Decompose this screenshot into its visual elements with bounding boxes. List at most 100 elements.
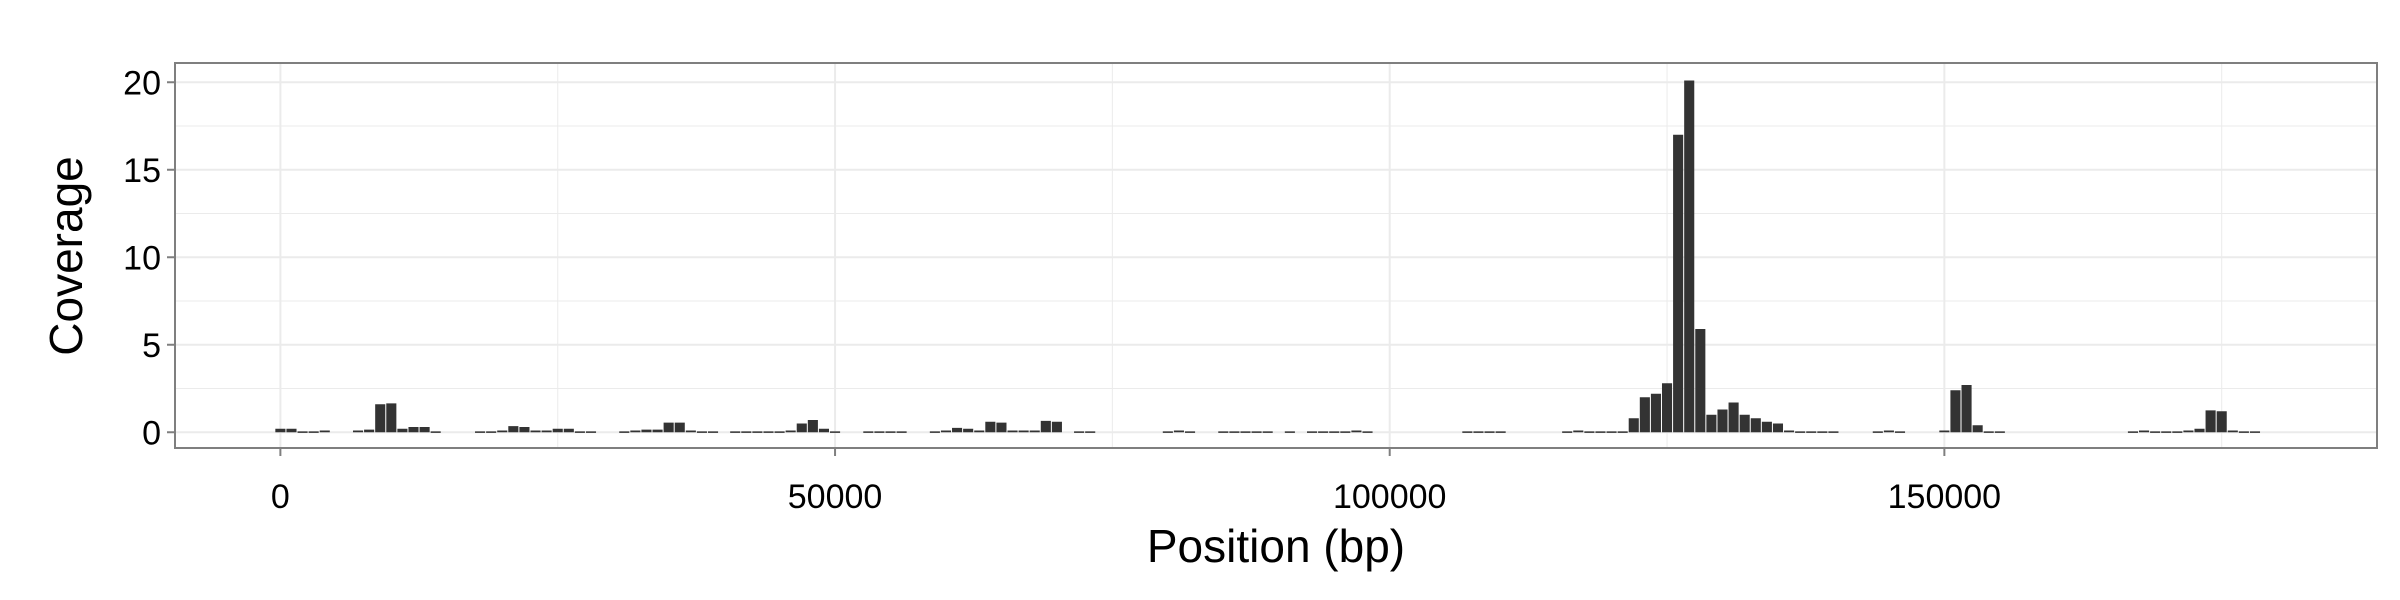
- coverage-bar: [1961, 385, 1972, 433]
- coverage-bar: [1595, 431, 1606, 433]
- coverage-bar: [1484, 431, 1495, 433]
- coverage-bar: [952, 427, 963, 433]
- coverage-bar: [807, 420, 818, 433]
- coverage-bar: [1284, 431, 1295, 433]
- coverage-bar: [1661, 383, 1673, 433]
- coverage-bar: [1029, 430, 1040, 433]
- coverage-bar: [685, 430, 696, 433]
- coverage-bar: [352, 430, 364, 433]
- coverage-bar: [730, 431, 741, 433]
- coverage-bar: [1495, 431, 1506, 433]
- coverage-bar: [1639, 397, 1650, 433]
- coverage-bar: [475, 431, 486, 433]
- y-tick-label: 15: [123, 152, 161, 190]
- coverage-bar: [1617, 431, 1628, 433]
- coverage-bar: [696, 431, 707, 433]
- coverage-bar: [641, 429, 652, 433]
- coverage-bar: [1650, 393, 1661, 433]
- coverage-bar: [818, 428, 829, 433]
- coverage-bar: [752, 431, 763, 433]
- coverage-bar: [1307, 431, 1318, 433]
- coverage-bar: [652, 429, 663, 433]
- coverage-bar: [397, 428, 408, 433]
- coverage-bar: [286, 428, 297, 433]
- coverage-bar: [419, 427, 430, 433]
- coverage-bar: [319, 430, 330, 433]
- coverage-bar: [1262, 431, 1273, 433]
- coverage-bar: [552, 428, 563, 433]
- coverage-bar: [1329, 431, 1340, 433]
- coverage-bar: [985, 421, 996, 433]
- coverage-bar: [940, 430, 952, 433]
- coverage-bar: [430, 431, 441, 433]
- coverage-bar: [1584, 431, 1595, 433]
- coverage-bar: [2172, 431, 2183, 433]
- coverage-bar: [1351, 430, 1362, 433]
- coverage-bar: [1340, 431, 1351, 433]
- coverage-bar: [1040, 420, 1051, 433]
- coverage-bar: [1628, 418, 1639, 433]
- coverage-bar: [1085, 431, 1096, 433]
- coverage-bar: [2127, 431, 2138, 433]
- bars: [275, 80, 2261, 433]
- coverage-bar: [1972, 425, 1983, 433]
- coverage-bar: [874, 431, 885, 433]
- coverage-bar: [1750, 418, 1761, 433]
- coverage-bar: [974, 430, 985, 433]
- coverage-bar: [2227, 430, 2238, 433]
- coverage-bar: [1939, 430, 1950, 433]
- coverage-bar: [796, 423, 807, 433]
- panel-border: [174, 62, 2378, 449]
- coverage-bar: [1806, 431, 1817, 433]
- coverage-bar: [1473, 431, 1484, 433]
- coverage-bar: [1673, 134, 1684, 433]
- coverage-bar: [1606, 431, 1617, 433]
- coverage-bar: [2205, 410, 2216, 433]
- coverage-bar: [1229, 431, 1240, 433]
- coverage-bar: [885, 431, 896, 433]
- coverage-bar: [1872, 431, 1883, 433]
- y-axis-title: Coverage: [40, 156, 92, 355]
- coverage-bar: [1695, 329, 1706, 433]
- coverage-bar: [530, 430, 541, 433]
- coverage-bar: [619, 431, 630, 433]
- coverage-bar: [1462, 431, 1473, 433]
- coverage-bar: [829, 431, 841, 433]
- coverage-bar: [963, 428, 974, 433]
- coverage-bar: [563, 428, 574, 433]
- y-tick-label: 0: [142, 414, 161, 452]
- coverage-bar: [2216, 411, 2227, 433]
- x-tick-label: 0: [271, 478, 290, 516]
- coverage-bar: [1706, 414, 1717, 433]
- coverage-bar: [519, 427, 530, 433]
- coverage-bar: [996, 422, 1007, 433]
- coverage-bar: [2138, 430, 2150, 433]
- coverage-bar: [497, 430, 508, 433]
- coverage-bar: [763, 431, 774, 433]
- coverage-bar: [1717, 409, 1728, 433]
- coverage-bar: [308, 431, 319, 433]
- coverage-bar: [386, 403, 397, 433]
- coverage-bar: [574, 431, 585, 433]
- coverage-bar: [896, 431, 907, 433]
- coverage-bar: [1251, 431, 1262, 433]
- coverage-bar: [2249, 431, 2261, 433]
- coverage-bar: [1894, 431, 1906, 433]
- coverage-bar: [774, 431, 785, 433]
- coverage-bar: [2194, 428, 2205, 433]
- y-tick-label: 20: [123, 64, 161, 102]
- coverage-bar: [1573, 430, 1584, 433]
- coverage-bar: [1983, 431, 1994, 433]
- coverage-bar: [1318, 431, 1329, 433]
- coverage-bar: [1240, 431, 1251, 433]
- coverage-bar: [1883, 430, 1894, 433]
- coverage-bar: [1828, 431, 1839, 433]
- coverage-bar: [1184, 431, 1196, 433]
- coverage-bar: [630, 430, 641, 433]
- coverage-bar: [1761, 421, 1772, 433]
- coverage-bar: [1173, 430, 1184, 433]
- y-tick-label: 10: [123, 239, 161, 277]
- coverage-bar: [375, 404, 386, 433]
- coverage-bar: [297, 431, 308, 433]
